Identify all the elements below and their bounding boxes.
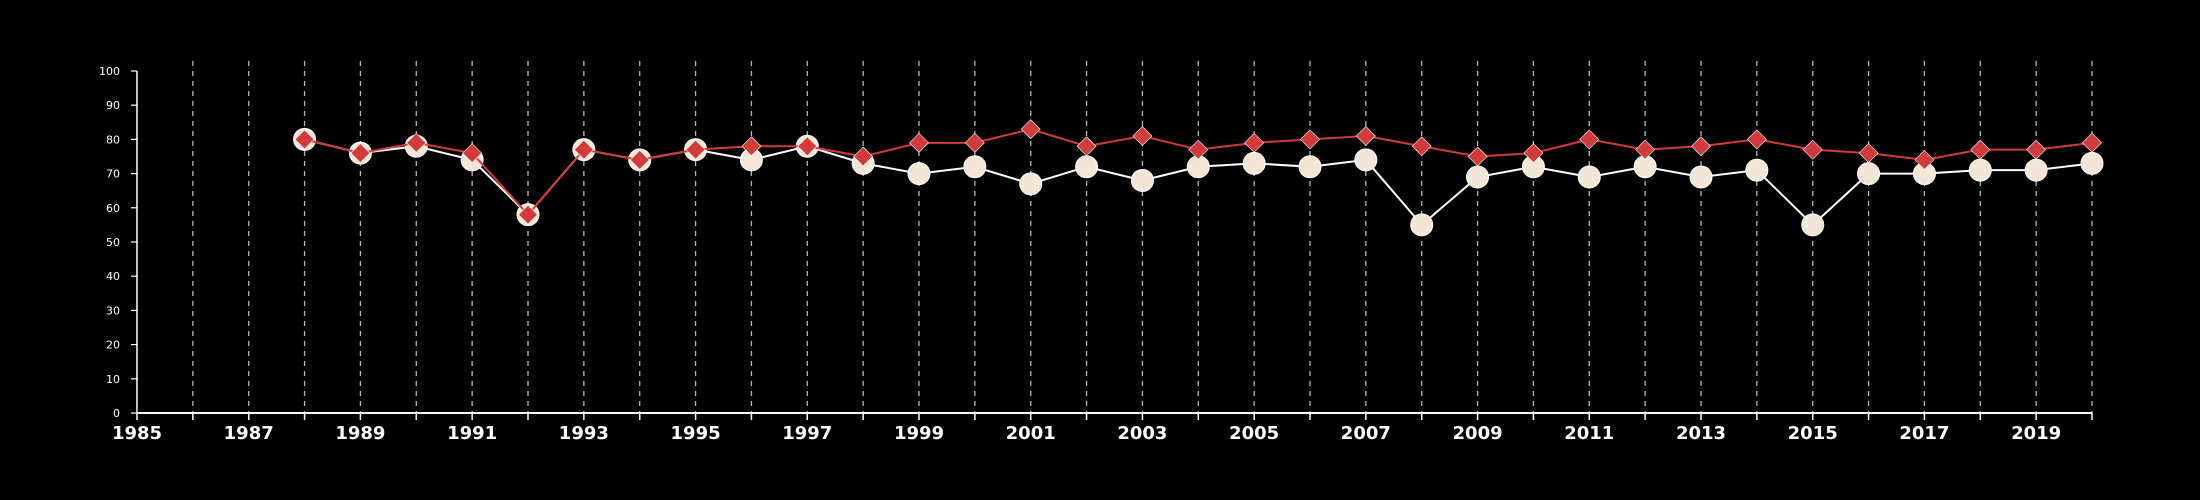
y-tick-label-90: 90 — [106, 99, 120, 112]
series-1-point-2016 — [1857, 162, 1881, 186]
series-2-point-2011 — [1579, 129, 1600, 150]
series-2-point-1995 — [685, 139, 706, 160]
x-tick-label-2013: 2013 — [1676, 423, 1726, 444]
series-2-point-1998 — [853, 146, 874, 167]
series-2-point-2009 — [1467, 146, 1488, 167]
series-2 — [294, 119, 2102, 225]
series-2-point-2016 — [1858, 143, 1879, 164]
series-2-point-2020 — [2082, 132, 2102, 153]
series-2-point-2006 — [1300, 129, 1320, 150]
series-1-point-2006 — [1298, 155, 1322, 179]
series-2-point-2001 — [1020, 119, 1041, 140]
axes: 0 10 20 30 40 50 60 70 80 90 100 1985 1987 1989 1991 19… — [99, 65, 2093, 444]
x-tick-label-2005: 2005 — [1229, 423, 1279, 444]
y-tick-label-30: 30 — [106, 304, 120, 317]
y-tick-label-0: 0 — [113, 407, 120, 420]
series-1-point-2001 — [1019, 172, 1043, 196]
x-tick-label-1999: 1999 — [894, 423, 944, 444]
x-tick-label-2017: 2017 — [1899, 423, 1949, 444]
x-tick-label-1989: 1989 — [335, 423, 385, 444]
series-2-point-2010 — [1523, 143, 1544, 164]
x-tick-label-2007: 2007 — [1341, 423, 1391, 444]
series-2-point-2015 — [1802, 139, 1823, 160]
y-tick-label-40: 40 — [106, 270, 120, 283]
series-2-point-2018 — [1970, 139, 1991, 160]
series-1 — [293, 127, 2104, 237]
y-tick-label-10: 10 — [106, 373, 120, 386]
series-2-point-2000 — [964, 132, 985, 153]
x-tick-label-2009: 2009 — [1453, 423, 1503, 444]
y-tick-label-60: 60 — [106, 202, 120, 215]
series-2-point-1993 — [573, 139, 594, 160]
series-1-point-2007 — [1354, 148, 1378, 172]
x-tick-label-2003: 2003 — [1117, 423, 1167, 444]
y-tick-label-50: 50 — [106, 236, 120, 249]
series-1-point-1999 — [907, 162, 931, 186]
series-1-point-2020 — [2080, 151, 2104, 175]
series-2-point-2014 — [1746, 129, 1767, 150]
series-1-point-2014 — [1745, 158, 1769, 182]
series-1-point-2002 — [1075, 155, 1099, 179]
series-2-point-2008 — [1411, 136, 1432, 157]
y-tick-label-100: 100 — [99, 65, 120, 78]
series-2-point-1997 — [797, 136, 818, 157]
series-2-point-2004 — [1188, 139, 1209, 160]
series-2-point-1992 — [518, 204, 538, 225]
series-1-point-2008 — [1410, 213, 1434, 237]
x-tick-label-2001: 2001 — [1006, 423, 1056, 444]
series-2-point-1991 — [462, 143, 483, 164]
series-2-point-1989 — [350, 143, 371, 164]
x-tick-label-1993: 1993 — [559, 423, 609, 444]
series-1-point-2003 — [1130, 168, 1154, 192]
x-tick-label-1985: 1985 — [112, 423, 162, 444]
series-2-point-2013 — [1691, 136, 1711, 157]
series-2-point-2012 — [1635, 139, 1656, 160]
series-2-point-2019 — [2026, 139, 2047, 160]
series-1-point-2019 — [2024, 158, 2048, 182]
x-tick-label-1995: 1995 — [671, 423, 721, 444]
series-1-point-2009 — [1466, 165, 1490, 189]
series-1-point-2011 — [1577, 165, 1601, 189]
series-2-point-2005 — [1244, 132, 1265, 153]
x-tick-label-2011: 2011 — [1564, 423, 1614, 444]
series-2-point-1988 — [294, 129, 315, 150]
x-tick-label-1987: 1987 — [224, 423, 274, 444]
x-tick-label-2019: 2019 — [2011, 423, 2061, 444]
series-layer — [293, 119, 2104, 237]
x-tick-label-1991: 1991 — [447, 423, 497, 444]
series-1-point-2018 — [1968, 158, 1992, 182]
grid-lines — [192, 61, 2093, 413]
series-1-point-2005 — [1242, 151, 1266, 175]
series-2-point-2003 — [1132, 126, 1153, 146]
series-1-point-2013 — [1689, 165, 1713, 189]
y-tick-label-80: 80 — [106, 133, 120, 146]
series-2-point-1999 — [909, 132, 929, 153]
series-2-point-2007 — [1355, 126, 1376, 146]
series-1-point-2015 — [1801, 213, 1825, 237]
series-1-point-2000 — [963, 155, 987, 179]
series-2-point-2002 — [1076, 136, 1097, 157]
series-2-point-1990 — [406, 132, 427, 153]
x-tick-label-2015: 2015 — [1788, 423, 1838, 444]
series-2-point-1996 — [741, 136, 762, 157]
series-2-point-1994 — [629, 149, 650, 170]
y-tick-label-70: 70 — [106, 168, 120, 181]
series-2-point-2017 — [1914, 149, 1935, 170]
x-tick-label-1997: 1997 — [782, 423, 832, 444]
y-tick-label-20: 20 — [106, 339, 120, 352]
